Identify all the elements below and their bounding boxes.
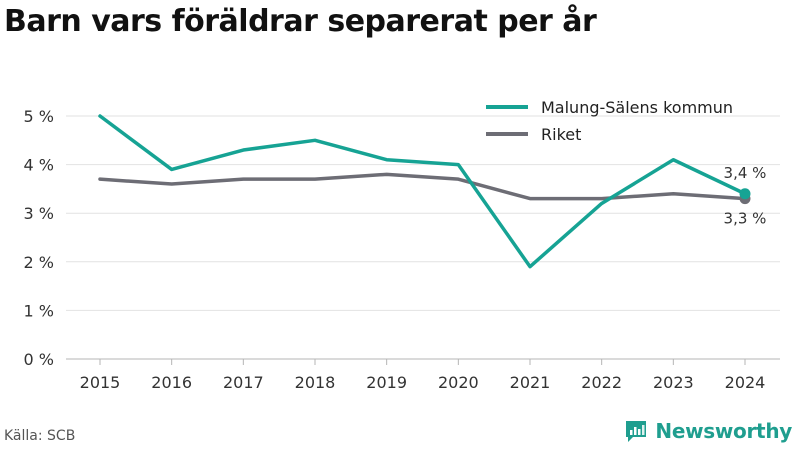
y-tick-label: 3 % bbox=[24, 204, 54, 223]
source-note: Källa: SCB bbox=[4, 428, 76, 444]
y-tick-label: 2 % bbox=[24, 253, 54, 272]
x-tick-label: 2018 bbox=[295, 373, 336, 392]
y-tick-label: 0 % bbox=[24, 350, 54, 369]
brand-logo: Newsworthy bbox=[623, 418, 792, 444]
end-label-1: 3,3 % bbox=[724, 210, 767, 228]
y-axis-tick-labels: 0 % 1 % 2 % 3 % 4 % 5 % bbox=[24, 107, 54, 369]
series-line-0 bbox=[98, 114, 747, 269]
end-label-0: 3,4 % bbox=[724, 164, 767, 182]
x-axis-tick-labels: 2015 2016 2017 2018 2019 2020 2021 2022 2023 2024 bbox=[80, 373, 766, 392]
y-tick-label: 5 % bbox=[24, 107, 54, 126]
newsworthy-logo-icon bbox=[626, 421, 647, 442]
series-line-1 bbox=[98, 172, 747, 201]
gridlines bbox=[66, 115, 780, 365]
brand-name: Newsworthy bbox=[655, 419, 792, 443]
end-labels: 3,4 % 3,3 % bbox=[724, 164, 767, 228]
x-tick-label: 2024 bbox=[725, 373, 766, 392]
x-tick-label: 2015 bbox=[80, 373, 121, 392]
x-tick-label: 2021 bbox=[510, 373, 551, 392]
end-marker-0 bbox=[739, 188, 751, 200]
x-tick-label: 2023 bbox=[653, 373, 694, 392]
x-tick-label: 2017 bbox=[223, 373, 264, 392]
legend-label-0: Malung-Sälens kommun bbox=[541, 98, 733, 117]
x-tick-label: 2020 bbox=[438, 373, 479, 392]
y-tick-label: 1 % bbox=[24, 301, 54, 320]
y-tick-label: 4 % bbox=[24, 156, 54, 175]
x-tick-label: 2019 bbox=[366, 373, 407, 392]
legend-label-1: Riket bbox=[541, 125, 581, 144]
end-markers bbox=[739, 188, 751, 205]
chart-title: Barn vars föräldrar separerat per år bbox=[4, 4, 597, 39]
x-tick-label: 2022 bbox=[581, 373, 622, 392]
x-tick-label: 2016 bbox=[151, 373, 192, 392]
series-lines bbox=[98, 114, 747, 269]
legend: Malung-Sälens kommun Riket bbox=[486, 98, 733, 144]
